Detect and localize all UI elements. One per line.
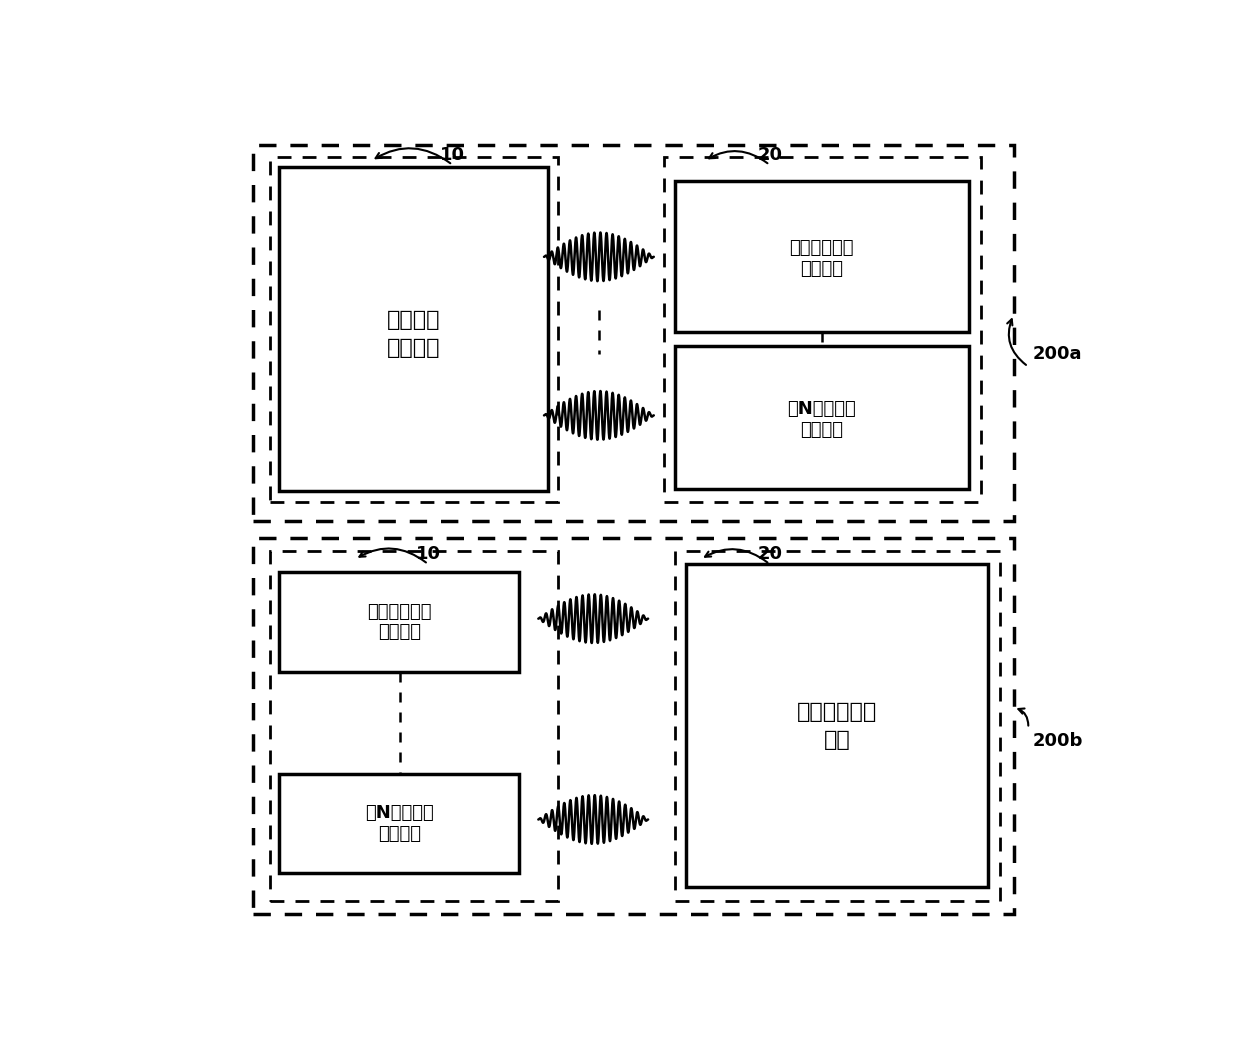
Bar [269, 551, 558, 901]
Bar [675, 182, 968, 332]
Bar [279, 774, 520, 873]
Bar [686, 564, 988, 887]
Text: 第一无线电力
传输设备: 第一无线电力 传输设备 [367, 603, 432, 641]
Bar [253, 539, 1013, 913]
Text: 第N无线电力
传输设备: 第N无线电力 传输设备 [366, 805, 434, 843]
Bar [675, 551, 999, 901]
Text: 10: 10 [440, 146, 465, 164]
Bar [279, 572, 520, 672]
Text: 第一无线电力
接收设备: 第一无线电力 接收设备 [790, 239, 854, 278]
Bar [269, 156, 558, 503]
Bar [663, 156, 981, 503]
Bar [279, 167, 548, 491]
Text: 20: 20 [758, 146, 782, 164]
Text: 200b: 200b [1033, 732, 1083, 750]
Text: 20: 20 [758, 545, 782, 564]
Bar [253, 146, 1013, 521]
Bar [675, 346, 968, 489]
Text: 第N无线电力
接收设备: 第N无线电力 接收设备 [787, 400, 856, 439]
Text: 200a: 200a [1033, 345, 1081, 363]
Text: 无线电力
传输设备: 无线电力 传输设备 [387, 310, 440, 358]
Text: 无线电力接收
设备: 无线电力接收 设备 [797, 702, 877, 750]
Text: 10: 10 [415, 545, 440, 564]
